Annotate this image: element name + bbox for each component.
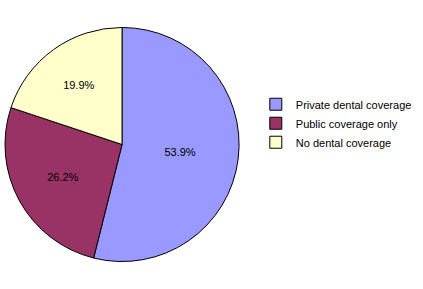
svg-text:19.9%: 19.9%	[63, 79, 94, 91]
svg-text:Public coverage only: Public coverage only	[296, 118, 398, 130]
svg-text:26.2%: 26.2%	[47, 171, 78, 183]
svg-text:53.9%: 53.9%	[164, 146, 195, 158]
svg-text:Private dental coverage: Private dental coverage	[296, 99, 412, 111]
svg-text:No dental coverage: No dental coverage	[296, 137, 391, 149]
